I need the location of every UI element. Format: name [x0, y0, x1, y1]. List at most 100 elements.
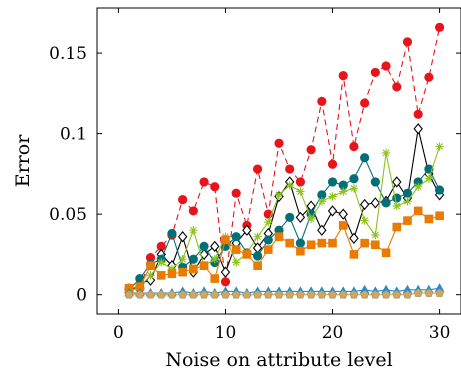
data-point — [274, 190, 284, 200]
data-point — [285, 212, 295, 222]
data-point — [392, 201, 401, 211]
y-tick-label: 0 — [76, 286, 87, 306]
data-point — [392, 289, 402, 299]
plot-frame — [96, 7, 461, 315]
data-point — [199, 261, 209, 270]
data-point — [381, 61, 391, 71]
data-point — [338, 221, 348, 230]
data-point — [338, 208, 348, 220]
data-point — [199, 241, 209, 251]
data-point — [328, 238, 337, 248]
data-point — [167, 228, 177, 239]
data-point — [402, 188, 413, 198]
data-point — [403, 216, 412, 225]
data-point — [381, 148, 391, 158]
data-point — [338, 71, 348, 81]
data-point — [435, 211, 444, 221]
data-point — [253, 289, 263, 299]
data-point — [349, 250, 359, 259]
data-point — [146, 289, 155, 299]
data-point — [413, 182, 423, 191]
data-point — [264, 218, 273, 227]
data-point — [381, 289, 391, 299]
data-point — [167, 289, 177, 299]
data-point — [199, 248, 209, 261]
data-point — [231, 245, 241, 254]
data-point — [392, 193, 402, 203]
data-point — [371, 230, 380, 240]
data-point — [252, 251, 263, 261]
data-point — [306, 289, 316, 299]
data-point — [189, 264, 198, 274]
data-point — [317, 238, 327, 248]
data-point — [424, 174, 434, 183]
x-tick-label: 30 — [429, 323, 451, 343]
x-tick-label: 0 — [113, 323, 124, 343]
data-point — [295, 289, 305, 299]
data-point — [402, 37, 413, 47]
data-point — [199, 289, 209, 299]
data-point — [339, 187, 348, 196]
data-point — [285, 164, 295, 174]
data-point — [381, 198, 391, 208]
data-point — [253, 261, 262, 270]
data-point — [349, 174, 359, 184]
data-point — [220, 277, 231, 287]
data-point — [253, 232, 262, 241]
data-point — [306, 240, 316, 250]
data-point — [435, 142, 444, 151]
data-point — [146, 271, 155, 280]
data-point — [371, 240, 380, 250]
data-point — [370, 67, 380, 78]
data-point — [349, 184, 359, 193]
data-point — [274, 138, 284, 148]
data-point — [210, 274, 220, 283]
data-point — [167, 269, 177, 279]
data-point — [317, 96, 327, 107]
data-point — [210, 255, 219, 264]
data-point — [370, 289, 380, 299]
data-point — [413, 206, 423, 216]
series-line — [129, 287, 440, 294]
data-point — [177, 231, 188, 243]
data-point — [124, 289, 134, 299]
data-point — [263, 289, 273, 299]
data-point — [306, 145, 316, 155]
data-point — [295, 177, 306, 187]
data-point — [349, 141, 359, 152]
y-tick-label: 0.05 — [49, 205, 87, 225]
data-point — [188, 206, 198, 216]
data-point — [252, 164, 263, 174]
data-point — [424, 214, 434, 224]
data-point — [242, 289, 252, 299]
data-point — [328, 289, 337, 299]
data-point — [231, 258, 241, 267]
data-point — [231, 289, 241, 299]
data-point — [220, 266, 231, 278]
y-tick-label: 0.15 — [49, 44, 87, 64]
x-axis-title: Noise on attribute level — [165, 349, 392, 371]
data-point — [360, 289, 370, 299]
data-point — [413, 288, 423, 297]
data-point — [360, 216, 369, 225]
data-point — [146, 261, 155, 270]
series-0 — [124, 22, 445, 293]
data-point — [188, 254, 198, 264]
y-axis-title: Error — [12, 134, 34, 187]
data-point — [242, 250, 252, 259]
data-point — [263, 235, 273, 245]
data-point — [392, 176, 402, 188]
data-point — [156, 289, 166, 299]
data-point — [370, 197, 381, 209]
data-point — [338, 289, 348, 299]
data-point — [434, 185, 445, 195]
data-point — [231, 232, 241, 242]
data-point — [189, 226, 198, 235]
series-3 — [124, 142, 444, 296]
data-point — [360, 238, 369, 248]
data-point — [285, 238, 295, 248]
data-point — [349, 232, 359, 244]
data-point — [317, 289, 327, 299]
x-tick-label: 10 — [215, 323, 237, 343]
